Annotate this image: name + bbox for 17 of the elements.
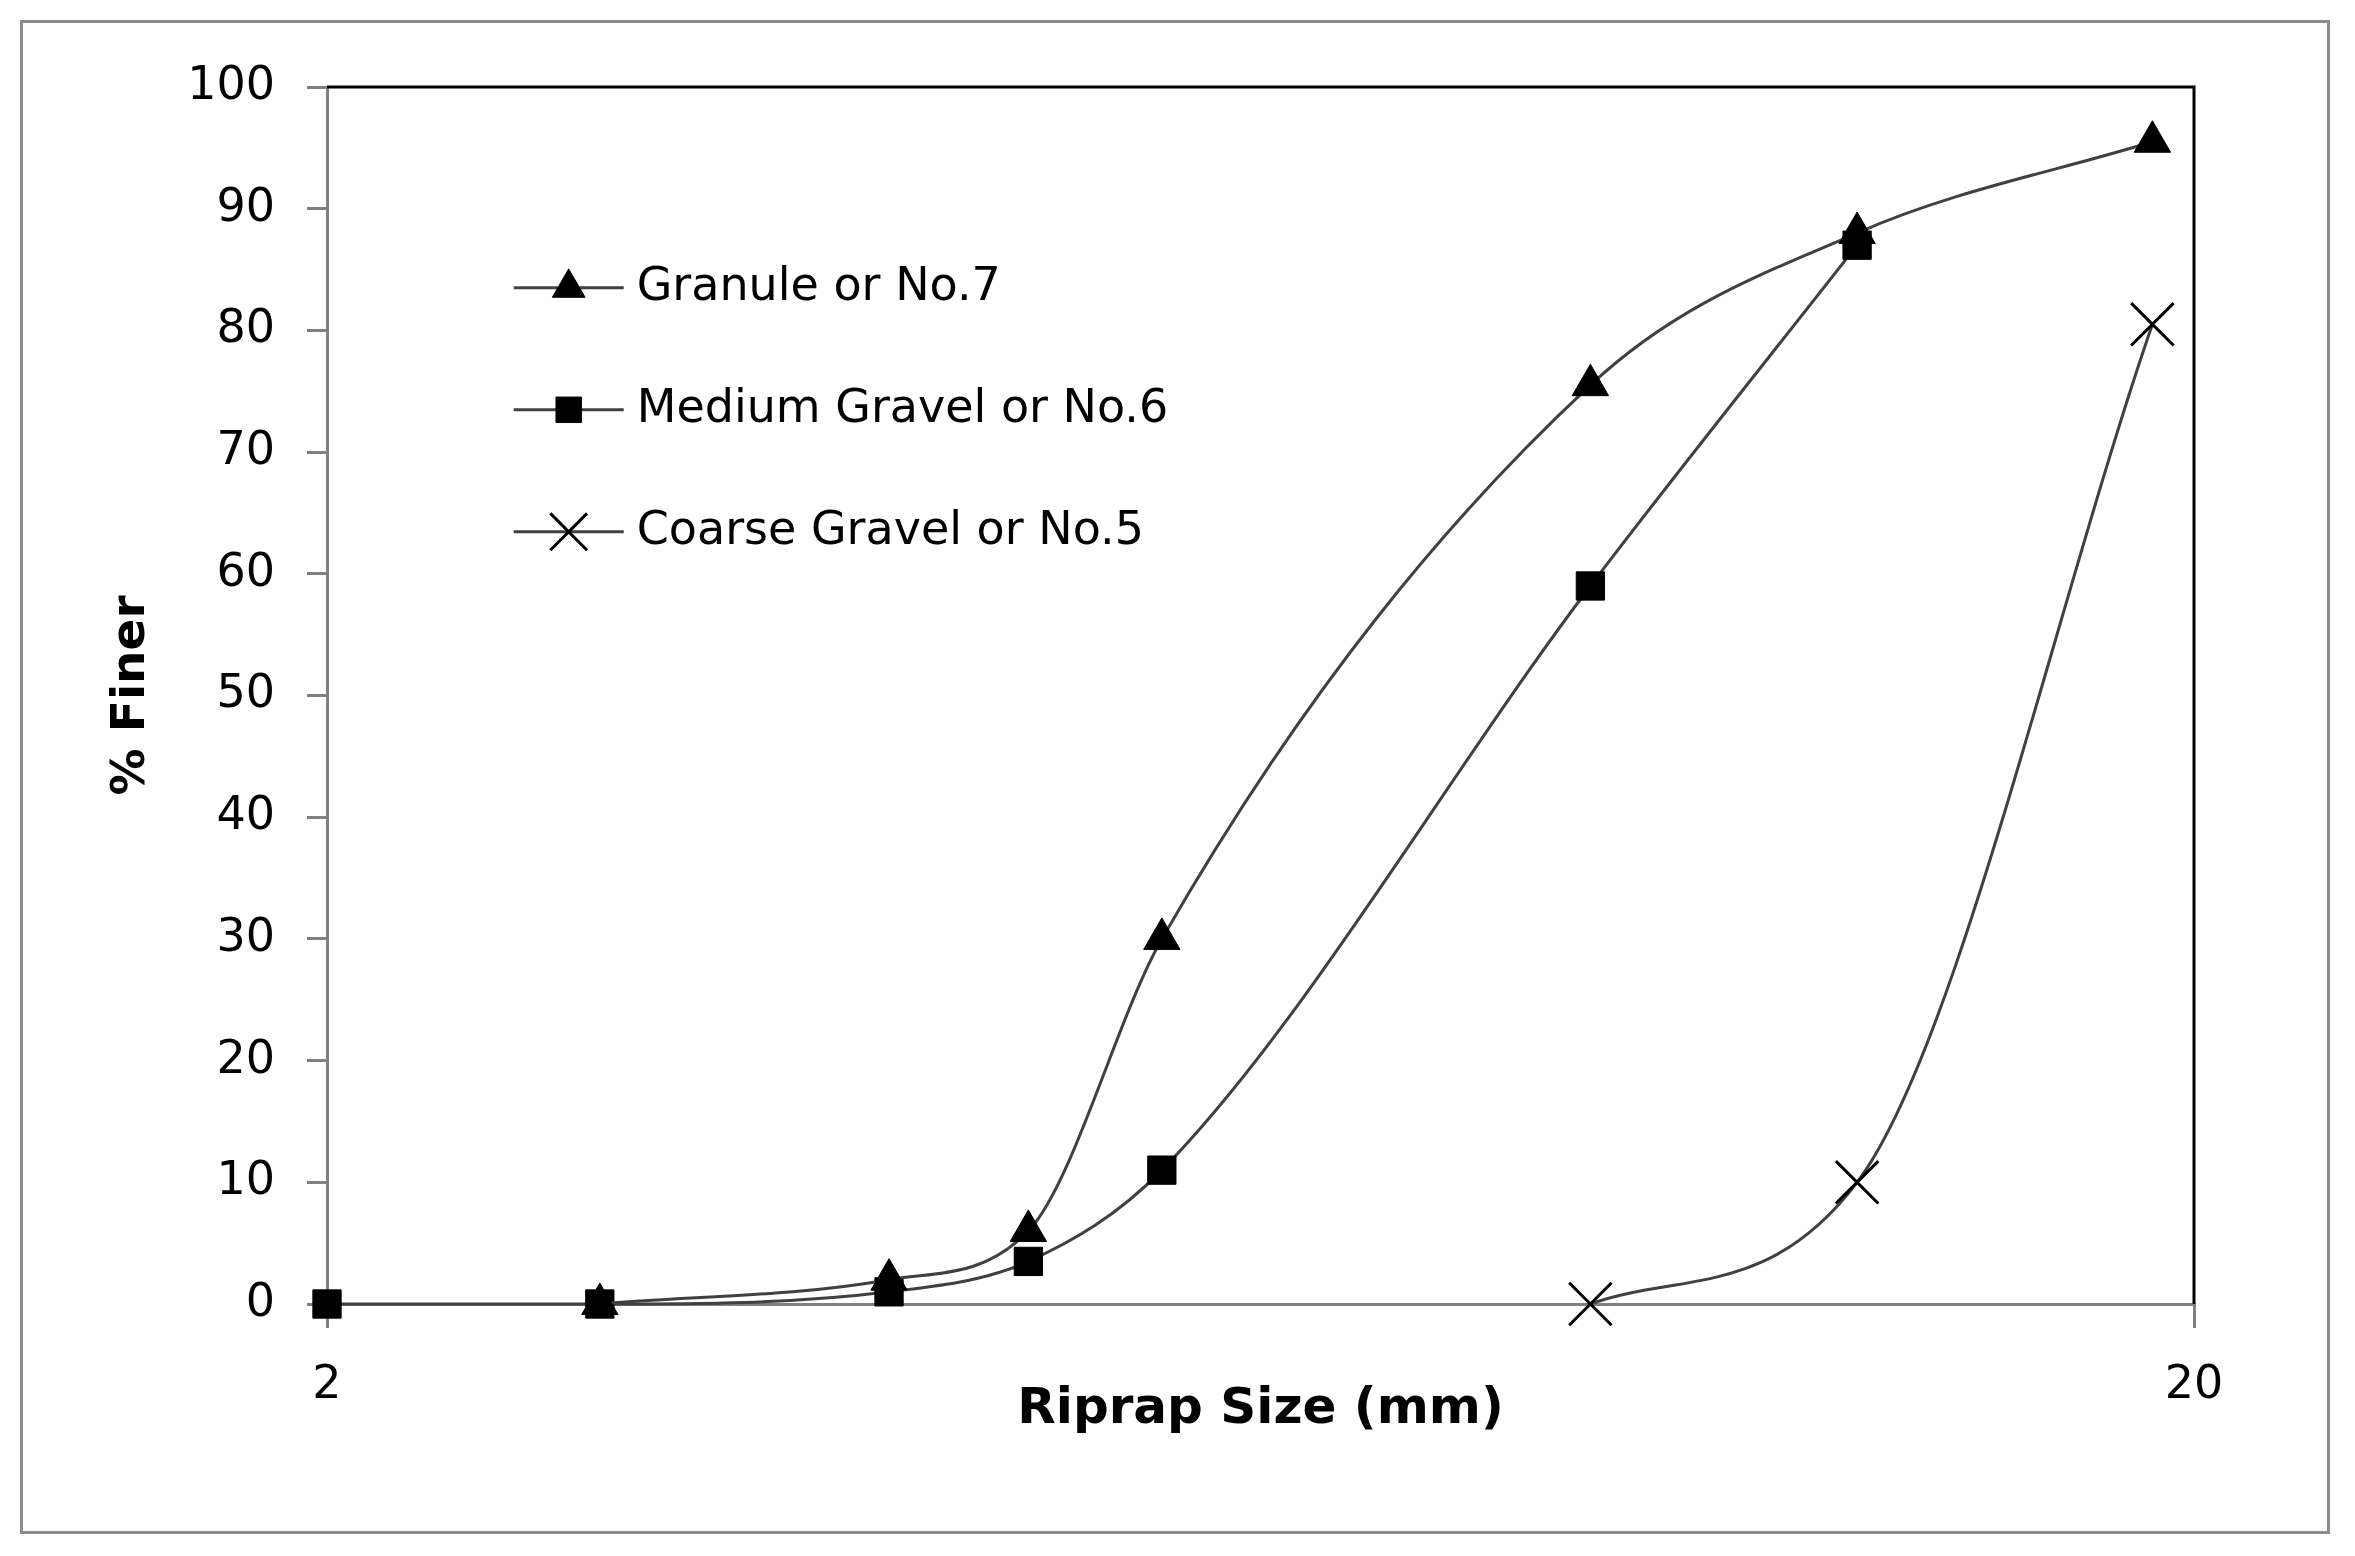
y-tick-label: 10 — [216, 1151, 275, 1206]
legend-label: Medium Gravel or No.6 — [636, 378, 1169, 433]
y-tick-label: 90 — [216, 177, 275, 232]
y-tick-label: 70 — [216, 421, 275, 476]
x-tick-label: 2 — [312, 1354, 342, 1409]
legend-label: Coarse Gravel or No.5 — [636, 500, 1144, 555]
y-tick-label: 60 — [216, 542, 275, 597]
y-tick-label: 30 — [216, 907, 275, 962]
y-tick-label: 100 — [187, 55, 275, 110]
y-tick-label: 50 — [216, 664, 275, 719]
y-tick-label: 80 — [216, 299, 275, 354]
y-tick-label: 20 — [216, 1029, 275, 1084]
y-tick-label: 40 — [216, 786, 275, 841]
x-axis-title: Riprap Size (mm) — [1017, 1376, 1504, 1435]
y-tick-label: 0 — [245, 1272, 275, 1327]
y-axis-title: % Finer — [100, 594, 156, 796]
legend-label: Granule or No.7 — [636, 256, 1001, 311]
